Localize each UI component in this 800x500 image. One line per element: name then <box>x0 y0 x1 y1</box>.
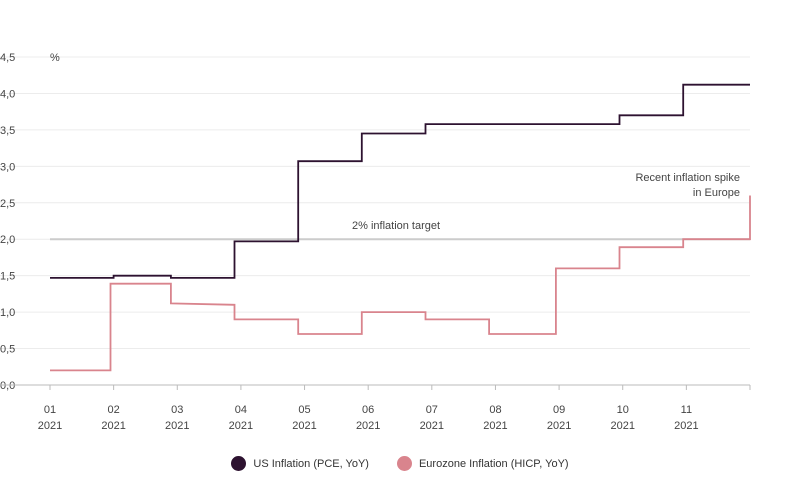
y-tick-label: 2,0 <box>0 234 15 246</box>
y-tick-label: 2,5 <box>0 198 15 210</box>
grid-layer <box>0 56 750 350</box>
legend-swatch-us <box>231 456 247 471</box>
y-tick-label: 0,0 <box>0 380 15 392</box>
x-tick-label-year: 2021 <box>356 420 380 432</box>
y-tick-label: 1,0 <box>0 307 15 319</box>
x-tick-label-month: 07 <box>426 404 438 416</box>
legend-item-eurozone[interactable]: Eurozone Inflation (HICP, YoY) <box>396 456 569 471</box>
x-tick-label-month: 03 <box>171 404 183 416</box>
y-tick-label: 1,5 <box>0 271 15 283</box>
annotation-line-2: in Europe <box>693 187 740 199</box>
x-tick-label-year: 2021 <box>229 420 253 432</box>
x-tick-label-year: 2021 <box>38 420 62 432</box>
legend-label-eurozone: Eurozone Inflation (HICP, YoY) <box>418 457 569 470</box>
x-tick-label-year: 2021 <box>674 420 698 432</box>
y-tick-label: 4,0 <box>0 88 15 100</box>
axis-layer: 0,0 0,5 1,0 1,5 2,0 2,5 3,0 3,5 4,0 4,5 01 2021 02 20… <box>0 52 751 432</box>
x-tick-label-month: 01 <box>44 404 56 416</box>
x-tick-label-month: 02 <box>108 404 120 416</box>
y-unit-label: % <box>50 52 60 64</box>
x-tick-label-month: 06 <box>362 404 374 416</box>
y-tick-label: 0,5 <box>0 344 15 356</box>
x-tick-label-month: 04 <box>235 404 247 416</box>
annotation-line-1: Recent inflation spike <box>635 172 740 184</box>
x-tick-label-month: 10 <box>617 404 629 416</box>
y-tick-label: 3,5 <box>0 125 15 137</box>
x-tick-label-month: 08 <box>489 404 501 416</box>
x-tick-label-year: 2021 <box>292 420 316 432</box>
reference-line-label: 2% inflation target <box>352 220 440 232</box>
legend: US Inflation (PCE, YoY) Eurozone Inflati… <box>0 456 800 471</box>
legend-label-us: US Inflation (PCE, YoY) <box>253 457 369 470</box>
series-layer <box>50 83 751 372</box>
x-tick-label-year: 2021 <box>483 420 507 432</box>
legend-swatch-eurozone <box>396 456 412 471</box>
x-tick-label-month: 11 <box>681 404 692 416</box>
legend-item-us[interactable]: US Inflation (PCE, YoY) <box>231 456 369 471</box>
x-tick-label-year: 2021 <box>420 420 444 432</box>
series-line-1 <box>50 195 751 372</box>
y-tick-label: 4,5 <box>0 52 15 64</box>
x-tick-label-year: 2021 <box>547 420 571 432</box>
x-tick-label-month: 05 <box>298 404 310 416</box>
x-tick-label-month: 09 <box>553 404 565 416</box>
series-line-0 <box>50 83 750 279</box>
x-tick-label-year: 2021 <box>610 420 634 432</box>
x-tick-label-year: 2021 <box>165 420 189 432</box>
x-tick-label-year: 2021 <box>101 420 125 432</box>
y-tick-label: 3,0 <box>0 161 15 173</box>
